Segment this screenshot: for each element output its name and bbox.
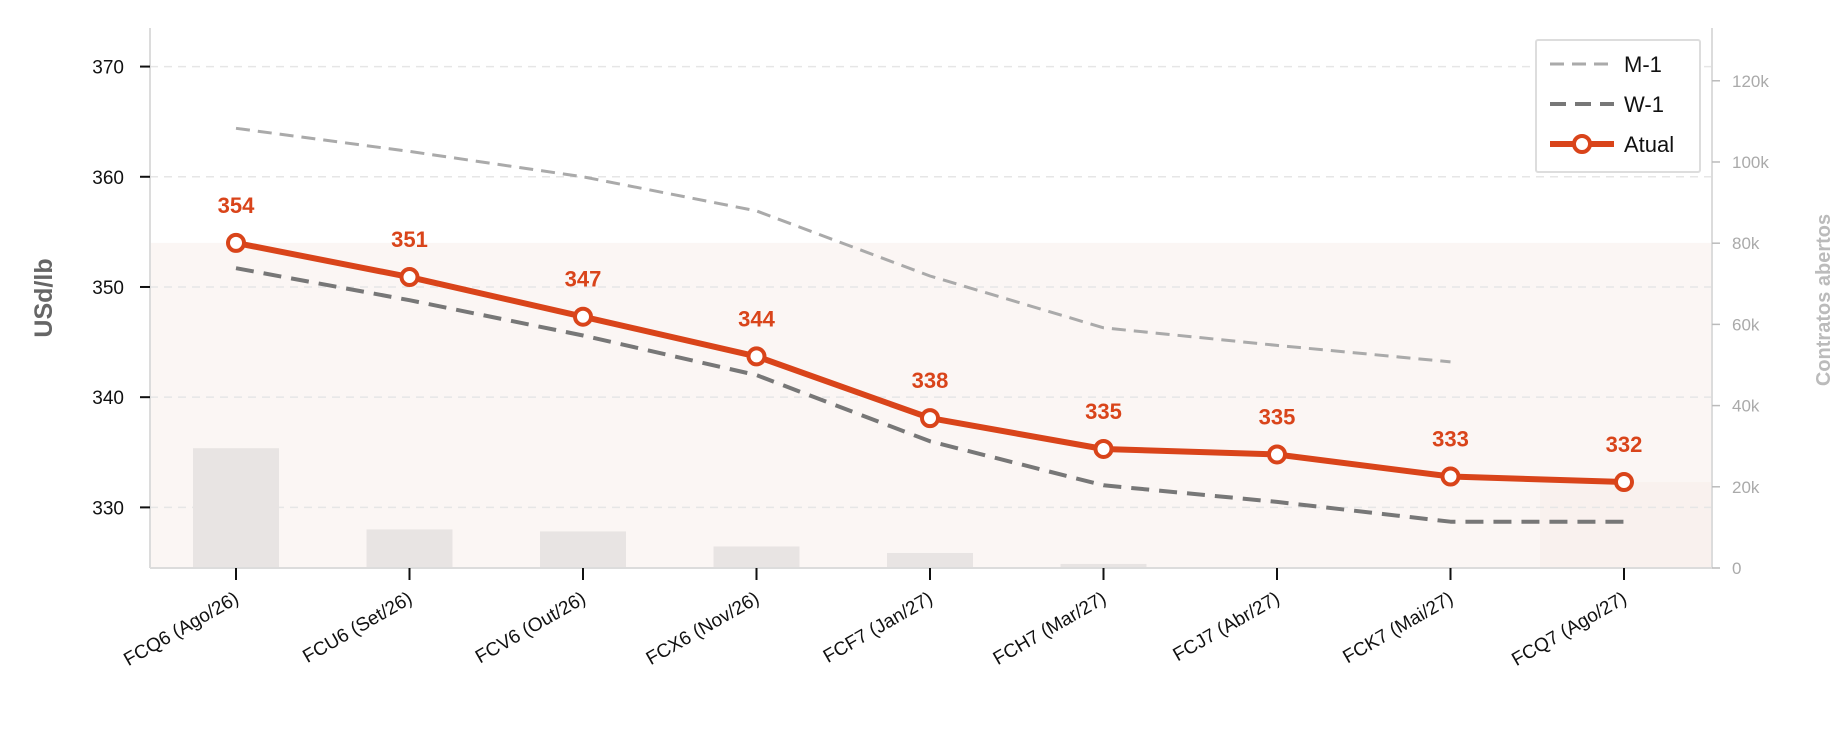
y-right-axis-title: Contratos abertos — [1813, 214, 1835, 386]
legend: M-1 W-1 Atual — [1535, 39, 1701, 173]
x-tick-label-5: FCH7 (Mar/27) — [990, 588, 1110, 670]
atual-marker-5 — [1093, 438, 1114, 459]
y-right-tick-label-100k: 100k — [1732, 153, 1769, 172]
x-tick-label-7: FCK7 (Mai/27) — [1340, 588, 1457, 668]
data-label-1: 351 — [391, 227, 428, 252]
x-tick-label-3: FCX6 (Nov/26) — [643, 588, 763, 670]
y-right-tick-label-20k: 20k — [1732, 478, 1760, 497]
y-tick-label-350: 350 — [92, 278, 124, 299]
data-label-8: 332 — [1606, 432, 1643, 457]
legend-label-w-1: W-1 — [1624, 92, 1664, 117]
x-tick-labels-layer: FCQ6 (Ago/26) FCU6 (Set/26) FCV6 (Out/26) F… — [120, 588, 1630, 671]
y-tick-label-360: 360 — [92, 168, 124, 189]
y-tick-label-330: 330 — [92, 498, 124, 519]
atual-marker-0 — [226, 232, 246, 253]
oi-bar-3 — [713, 546, 800, 568]
series-line-w-1 — [235, 266, 1624, 524]
x-tick-label-4: FCF7 (Jan/27) — [820, 588, 937, 667]
background-band-layer — [150, 242, 1712, 569]
x-tick-label-1: FCU6 (Set/26) — [299, 588, 416, 667]
y-right-tick-label-0: 0 — [1732, 559, 1741, 578]
axes-layer: 330 340 350 360 370 0 20k 40k 60k 80k 100k 120k USd/… — [30, 28, 1835, 580]
legend-label-m-1: M-1 — [1624, 52, 1662, 77]
price-range-band-tail — [1540, 482, 1712, 568]
data-label-5: 335 — [1085, 399, 1122, 424]
series-line-m-1 — [235, 126, 1451, 364]
y-tick-label-370: 370 — [92, 58, 124, 79]
atual-marker-6 — [1267, 444, 1287, 465]
open-interest-bars-layer — [193, 448, 1147, 568]
x-tick-label-0: FCQ6 (Ago/26) — [120, 588, 242, 671]
oi-bar-1 — [366, 529, 453, 568]
atual-marker-2 — [573, 306, 593, 327]
atual-marker-8 — [1614, 472, 1634, 493]
y-right-tick-label-60k: 60k — [1732, 315, 1760, 334]
atual-marker-3 — [746, 346, 767, 367]
oi-bar-5 — [1060, 563, 1147, 568]
oi-bar-4 — [887, 552, 973, 568]
data-label-6: 335 — [1259, 404, 1296, 429]
x-tick-label-8: FCQ7 (Ago/27) — [1508, 588, 1630, 671]
y-tick-label-340: 340 — [92, 388, 124, 409]
data-label-3: 344 — [738, 306, 775, 331]
y-right-tick-label-80k: 80k — [1732, 234, 1760, 253]
y-right-tick-label-120k: 120k — [1732, 72, 1769, 91]
data-label-0: 354 — [218, 193, 255, 218]
data-label-2: 347 — [565, 267, 602, 292]
atual-marker-1 — [399, 267, 420, 288]
data-labels-layer: 354 351 347 344 338 335 335 333 332 — [218, 193, 1643, 457]
atual-marker-4 — [920, 408, 940, 429]
x-tick-label-2: FCV6 (Out/26) — [472, 588, 589, 668]
price-range-band — [150, 242, 1712, 569]
oi-bar-0 — [193, 448, 279, 568]
legend-marker-atual — [1572, 134, 1592, 154]
x-tick-label-6: FCJ7 (Abr/27) — [1170, 588, 1284, 666]
data-label-4: 338 — [912, 368, 949, 393]
series-markers-layer — [226, 232, 1634, 493]
legend-label-atual: Atual — [1624, 132, 1674, 157]
data-label-7: 333 — [1432, 427, 1469, 452]
oi-bar-2 — [540, 531, 626, 568]
y-axis-title: USd/lb — [30, 258, 58, 337]
atual-marker-7 — [1440, 466, 1461, 487]
y-right-tick-label-40k: 40k — [1732, 397, 1760, 416]
